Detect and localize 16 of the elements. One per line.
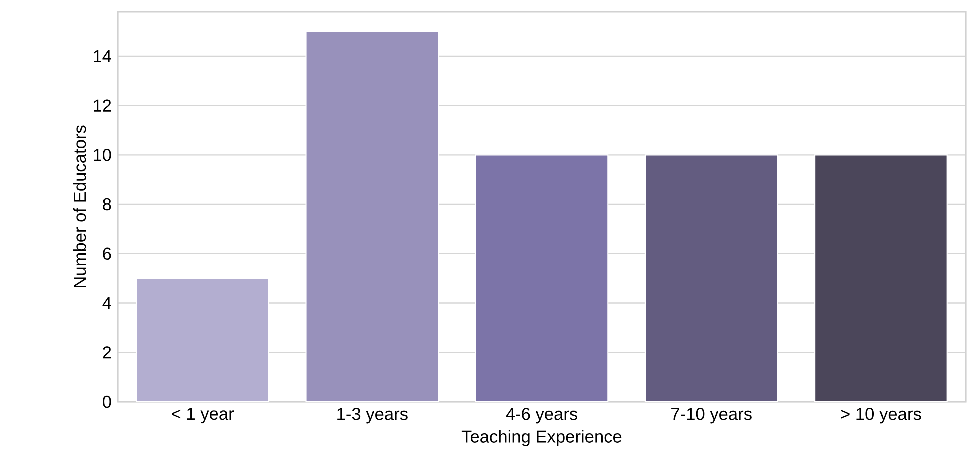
y-tick-label: 0 — [102, 396, 112, 408]
y-axis-title: Number of Educators — [73, 126, 86, 288]
y-tick-label: 8 — [103, 198, 112, 211]
bar — [475, 154, 609, 402]
y-tick-label: 14 — [94, 50, 112, 62]
x-tick-label: > 10 years — [841, 408, 922, 424]
y-tick-label: 10 — [94, 149, 112, 162]
x-tick-label: 7-10 years — [672, 408, 752, 424]
y-tick-label: 6 — [103, 248, 112, 260]
y-tick-label: 4 — [102, 297, 112, 310]
x-tick-label: 4-6 years — [506, 408, 578, 424]
y-tick-label: 2 — [103, 346, 112, 359]
x-tick-label: < 1 year — [172, 408, 234, 424]
y-tick-label: 12 — [94, 100, 112, 112]
x-tick-label: 1-3 years — [338, 408, 408, 424]
x-axis-title: Teaching Experience — [462, 430, 622, 446]
